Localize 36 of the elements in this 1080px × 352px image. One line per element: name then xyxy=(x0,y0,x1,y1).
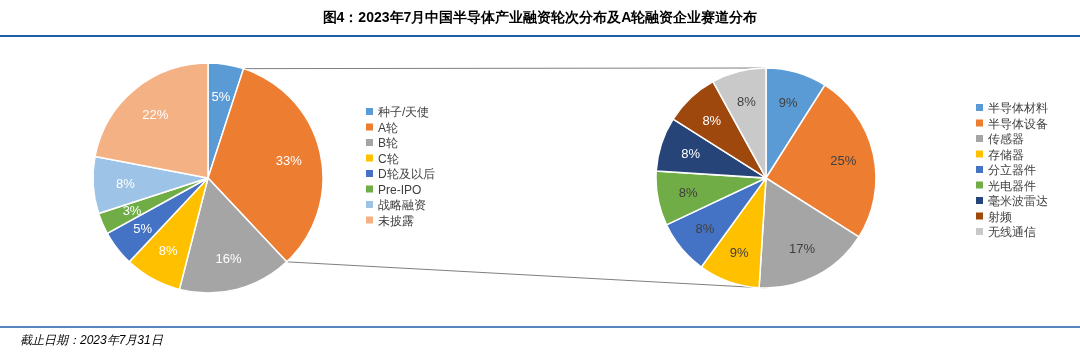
legend-label: 战略融资 xyxy=(378,198,426,213)
legend-label: 无线通信 xyxy=(988,225,1036,240)
data-label: 9% xyxy=(778,94,798,110)
legend-label: Pre-IPO xyxy=(378,182,422,197)
legend-label: 种子/天使 xyxy=(378,105,430,120)
legend-label: A轮 xyxy=(378,120,399,135)
legend-label: B轮 xyxy=(378,136,399,151)
data-label: 5% xyxy=(211,88,231,104)
legend-label: 分立器件 xyxy=(988,163,1036,178)
data-label: 8% xyxy=(695,221,715,237)
data-label: 17% xyxy=(788,241,816,257)
data-label: 16% xyxy=(215,250,243,266)
data-label: 8% xyxy=(158,243,178,259)
legend-label: 半导体材料 xyxy=(988,101,1048,116)
legend-label: 半导体设备 xyxy=(988,116,1048,131)
text: 图4：2023年7月中国半导体产业融资轮次分布及A轮融资企业赛道分布 xyxy=(322,9,758,25)
legend-label: 存储器 xyxy=(988,147,1024,162)
legend-label: C轮 xyxy=(378,151,399,166)
legend-label: 毫米波雷达 xyxy=(988,194,1048,209)
data-label: 25% xyxy=(830,153,857,169)
data-label: 22% xyxy=(142,106,169,122)
legend-label: 传感器 xyxy=(988,132,1024,147)
data-label: 33% xyxy=(275,152,303,168)
data-label: 8% xyxy=(681,146,701,162)
legend-label: 射频 xyxy=(988,209,1012,224)
legend-label: 未披露 xyxy=(378,213,414,228)
data-label: 5% xyxy=(133,221,153,237)
data-label: 8% xyxy=(115,175,136,191)
data-label: 8% xyxy=(702,112,722,128)
data-label: 8% xyxy=(736,93,757,109)
legend-label: D轮及以后 xyxy=(378,167,435,182)
data-label: 8% xyxy=(678,185,699,201)
data-label: 9% xyxy=(729,245,749,261)
data-label: 3% xyxy=(122,203,142,219)
legend-label: 光电器件 xyxy=(988,178,1036,193)
text: 截止日期：2023年7月31日 xyxy=(20,333,164,348)
